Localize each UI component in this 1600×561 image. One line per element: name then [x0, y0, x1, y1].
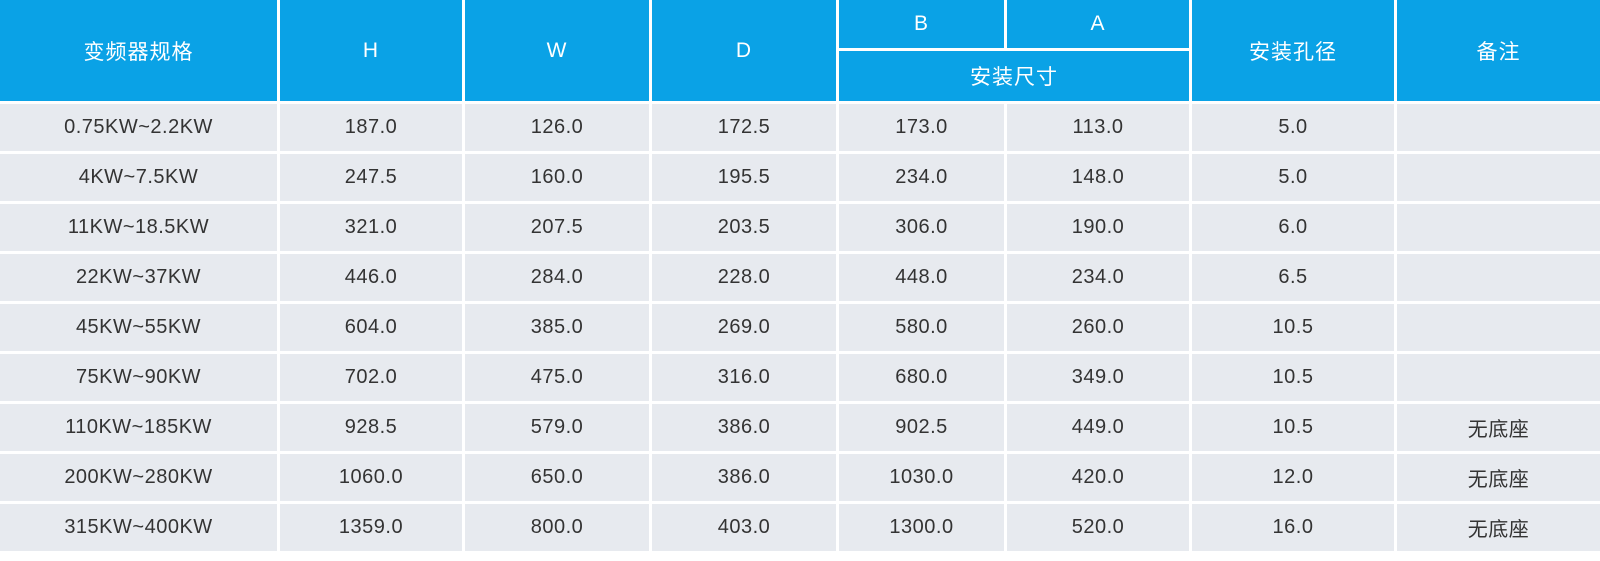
- cell-h: 1060.0: [280, 454, 462, 501]
- cell-w: 475.0: [465, 354, 649, 401]
- header-hole-diameter: 安装孔径: [1192, 0, 1394, 101]
- cell-b: 234.0: [839, 154, 1004, 201]
- header-spec: 变频器规格: [0, 0, 277, 101]
- cell-b: 1300.0: [839, 504, 1004, 551]
- cell-d: 316.0: [652, 354, 836, 401]
- cell-a: 420.0: [1007, 454, 1189, 501]
- table-row: 45KW~55KW 604.0 385.0 269.0 580.0 260.0 …: [0, 304, 1600, 351]
- cell-remark: [1397, 204, 1600, 251]
- table-row: 110KW~185KW 928.5 579.0 386.0 902.5 449.…: [0, 404, 1600, 451]
- cell-d: 386.0: [652, 454, 836, 501]
- cell-a: 349.0: [1007, 354, 1189, 401]
- cell-h: 604.0: [280, 304, 462, 351]
- cell-b: 902.5: [839, 404, 1004, 451]
- cell-h: 928.5: [280, 404, 462, 451]
- cell-hole: 6.0: [1192, 204, 1394, 251]
- cell-d: 269.0: [652, 304, 836, 351]
- header-w: W: [465, 0, 649, 101]
- cell-b: 680.0: [839, 354, 1004, 401]
- cell-a: 148.0: [1007, 154, 1189, 201]
- cell-spec: 315KW~400KW: [0, 504, 277, 551]
- cell-hole: 6.5: [1192, 254, 1394, 301]
- header-remarks: 备注: [1397, 0, 1600, 101]
- cell-a: 190.0: [1007, 204, 1189, 251]
- cell-hole: 5.0: [1192, 104, 1394, 151]
- cell-hole: 5.0: [1192, 154, 1394, 201]
- cell-b: 173.0: [839, 104, 1004, 151]
- cell-spec: 4KW~7.5KW: [0, 154, 277, 201]
- cell-d: 172.5: [652, 104, 836, 151]
- cell-a: 234.0: [1007, 254, 1189, 301]
- cell-h: 247.5: [280, 154, 462, 201]
- cell-hole: 10.5: [1192, 354, 1394, 401]
- cell-remark: [1397, 104, 1600, 151]
- cell-spec: 110KW~185KW: [0, 404, 277, 451]
- header-b: B: [839, 0, 1004, 48]
- cell-remark: 无底座: [1397, 504, 1600, 551]
- cell-remark: [1397, 154, 1600, 201]
- cell-spec: 45KW~55KW: [0, 304, 277, 351]
- cell-b: 580.0: [839, 304, 1004, 351]
- cell-d: 228.0: [652, 254, 836, 301]
- table-row: 75KW~90KW 702.0 475.0 316.0 680.0 349.0 …: [0, 354, 1600, 401]
- cell-spec: 22KW~37KW: [0, 254, 277, 301]
- cell-w: 385.0: [465, 304, 649, 351]
- cell-hole: 10.5: [1192, 304, 1394, 351]
- cell-h: 702.0: [280, 354, 462, 401]
- cell-spec: 75KW~90KW: [0, 354, 277, 401]
- table-row: 200KW~280KW 1060.0 650.0 386.0 1030.0 42…: [0, 454, 1600, 501]
- cell-spec: 0.75KW~2.2KW: [0, 104, 277, 151]
- header-d: D: [652, 0, 836, 101]
- cell-a: 260.0: [1007, 304, 1189, 351]
- cell-h: 187.0: [280, 104, 462, 151]
- cell-w: 284.0: [465, 254, 649, 301]
- cell-w: 579.0: [465, 404, 649, 451]
- table-row: 0.75KW~2.2KW 187.0 126.0 172.5 173.0 113…: [0, 104, 1600, 151]
- table-row: 4KW~7.5KW 247.5 160.0 195.5 234.0 148.0 …: [0, 154, 1600, 201]
- cell-w: 160.0: [465, 154, 649, 201]
- cell-a: 113.0: [1007, 104, 1189, 151]
- cell-d: 386.0: [652, 404, 836, 451]
- cell-remark: [1397, 254, 1600, 301]
- cell-spec: 200KW~280KW: [0, 454, 277, 501]
- cell-w: 207.5: [465, 204, 649, 251]
- table-header: 变频器规格 H W D B A 安装孔径 备注 安装尺寸: [0, 0, 1600, 101]
- cell-h: 446.0: [280, 254, 462, 301]
- cell-a: 520.0: [1007, 504, 1189, 551]
- cell-w: 800.0: [465, 504, 649, 551]
- cell-remark: [1397, 304, 1600, 351]
- cell-w: 650.0: [465, 454, 649, 501]
- cell-b: 1030.0: [839, 454, 1004, 501]
- cell-hole: 10.5: [1192, 404, 1394, 451]
- cell-b: 306.0: [839, 204, 1004, 251]
- table-body: 0.75KW~2.2KW 187.0 126.0 172.5 173.0 113…: [0, 104, 1600, 551]
- cell-d: 203.5: [652, 204, 836, 251]
- cell-remark: 无底座: [1397, 404, 1600, 451]
- table-row: 22KW~37KW 446.0 284.0 228.0 448.0 234.0 …: [0, 254, 1600, 301]
- cell-b: 448.0: [839, 254, 1004, 301]
- header-a: A: [1007, 0, 1189, 48]
- table-row: 315KW~400KW 1359.0 800.0 403.0 1300.0 52…: [0, 504, 1600, 551]
- cell-d: 403.0: [652, 504, 836, 551]
- header-h: H: [280, 0, 462, 101]
- table-row: 11KW~18.5KW 321.0 207.5 203.5 306.0 190.…: [0, 204, 1600, 251]
- cell-remark: [1397, 354, 1600, 401]
- cell-a: 449.0: [1007, 404, 1189, 451]
- cell-h: 1359.0: [280, 504, 462, 551]
- cell-h: 321.0: [280, 204, 462, 251]
- header-mounting-dims: 安装尺寸: [839, 51, 1189, 101]
- cell-hole: 12.0: [1192, 454, 1394, 501]
- cell-remark: 无底座: [1397, 454, 1600, 501]
- cell-w: 126.0: [465, 104, 649, 151]
- cell-hole: 16.0: [1192, 504, 1394, 551]
- cell-d: 195.5: [652, 154, 836, 201]
- cell-spec: 11KW~18.5KW: [0, 204, 277, 251]
